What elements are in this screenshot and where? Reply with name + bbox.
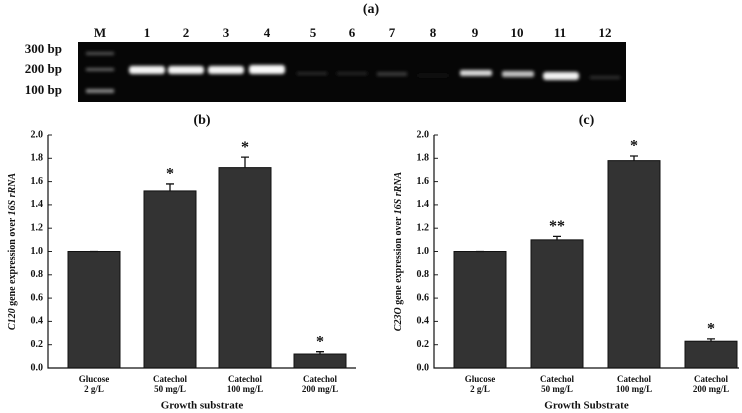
y-tick-label: 1.6 — [31, 176, 44, 187]
y-tick-label: 0.0 — [31, 362, 44, 373]
x-tick-label: Catechol — [303, 374, 337, 384]
x-tick-label: Catechol — [617, 374, 651, 384]
significance-label: * — [707, 321, 715, 338]
y-axis-label: C23O gene expression over 16S rRNA — [393, 171, 404, 331]
error-bar — [166, 183, 174, 191]
y-tick-label: 0.2 — [31, 339, 44, 350]
panel-title: (c) — [579, 113, 595, 128]
significance-label: ** — [549, 218, 565, 235]
y-tick-label: 0.6 — [417, 292, 430, 303]
y-tick-label: 1.8 — [417, 153, 430, 164]
lane-label: 9 — [472, 25, 479, 40]
y-axis-label-part: 16S rRNA — [393, 171, 404, 214]
y-axis-label-part: gene expression over — [393, 214, 404, 307]
error-bar — [630, 155, 638, 161]
error-bar — [707, 338, 715, 342]
y-tick-label: 0.2 — [417, 339, 430, 350]
lane-label: 12 — [599, 25, 612, 40]
bar — [218, 167, 272, 369]
lane-label: 8 — [430, 25, 437, 40]
x-tick-label: Catechol — [694, 374, 728, 384]
x-tick-label: Catechol — [228, 374, 262, 384]
y-tick-label: 0.0 — [417, 362, 430, 373]
y-tick-label: 0.8 — [417, 269, 430, 280]
lane-label: 7 — [389, 25, 396, 40]
bar — [530, 239, 584, 369]
error-bar — [241, 156, 249, 168]
lane-label: 4 — [264, 25, 271, 40]
y-axis-label-part: C120 — [7, 308, 18, 330]
x-tick-label: Catechol — [540, 374, 574, 384]
y-tick-label: 2.0 — [31, 129, 44, 140]
y-tick-label: 0.4 — [31, 316, 44, 327]
error-bar — [316, 351, 324, 355]
y-tick-label: 1.6 — [417, 176, 430, 187]
x-tick-label: 2 g/L — [84, 384, 104, 394]
bar — [453, 251, 507, 369]
bar — [293, 353, 347, 369]
x-tick-label: Glucose — [465, 374, 496, 384]
y-axis-label-part: C23O — [393, 307, 404, 331]
y-axis-label: C120 gene expression over 16S rRNA — [7, 173, 18, 330]
significance-label: * — [316, 333, 324, 350]
marker-label: 100 bp — [25, 82, 62, 97]
lane-label: 5 — [310, 25, 317, 40]
y-tick-label: 1.4 — [417, 199, 430, 210]
significance-label: * — [630, 138, 638, 155]
lane-label: 1 — [144, 25, 151, 40]
x-tick-label: 200 mg/L — [302, 384, 338, 394]
panel-title: (b) — [193, 113, 210, 128]
significance-label: * — [166, 166, 174, 183]
y-axis-label-part: gene expression over — [7, 215, 18, 308]
x-tick-label: Glucose — [79, 374, 110, 384]
x-tick-label: 2 g/L — [470, 384, 490, 394]
lane-label: 11 — [554, 25, 566, 40]
x-tick-label: 200 mg/L — [693, 384, 729, 394]
y-tick-label: 0.4 — [417, 316, 430, 327]
y-tick-label: 1.2 — [417, 222, 430, 233]
y-tick-label: 0.6 — [31, 292, 44, 303]
error-bar — [553, 235, 561, 240]
y-tick-label: 1.2 — [31, 222, 44, 233]
bar — [67, 251, 121, 369]
y-axis-label-part: 16S rRNA — [7, 173, 18, 216]
axis — [47, 135, 356, 369]
y-tick-label: 0.8 — [31, 269, 44, 280]
gel-label: (a) — [363, 2, 380, 17]
axis — [433, 135, 739, 369]
marker-label: 300 bp — [25, 41, 62, 56]
x-axis-label: Growth Substrate — [544, 400, 629, 412]
y-tick-label: 2.0 — [417, 129, 430, 140]
marker-label: 200 bp — [25, 61, 62, 76]
y-tick-label: 1.0 — [31, 246, 44, 257]
lane-label: M — [94, 25, 106, 40]
lane-label: 6 — [349, 25, 356, 40]
x-tick-label: 100 mg/L — [616, 384, 652, 394]
bar — [143, 190, 197, 369]
bar — [684, 340, 738, 369]
y-tick-label: 1.4 — [31, 199, 44, 210]
bar — [607, 160, 661, 369]
gel-bands — [86, 52, 620, 93]
lane-label: 3 — [223, 25, 230, 40]
x-tick-label: 100 mg/L — [227, 384, 263, 394]
lane-label: 2 — [183, 25, 190, 40]
y-tick-label: 1.0 — [417, 246, 430, 257]
lane-label: 10 — [511, 25, 524, 40]
x-tick-label: Catechol — [153, 374, 187, 384]
x-tick-label: 50 mg/L — [541, 384, 573, 394]
x-axis-label: Growth substrate — [161, 400, 244, 412]
y-tick-label: 1.8 — [31, 153, 44, 164]
x-tick-label: 50 mg/L — [154, 384, 186, 394]
significance-label: * — [241, 139, 249, 156]
